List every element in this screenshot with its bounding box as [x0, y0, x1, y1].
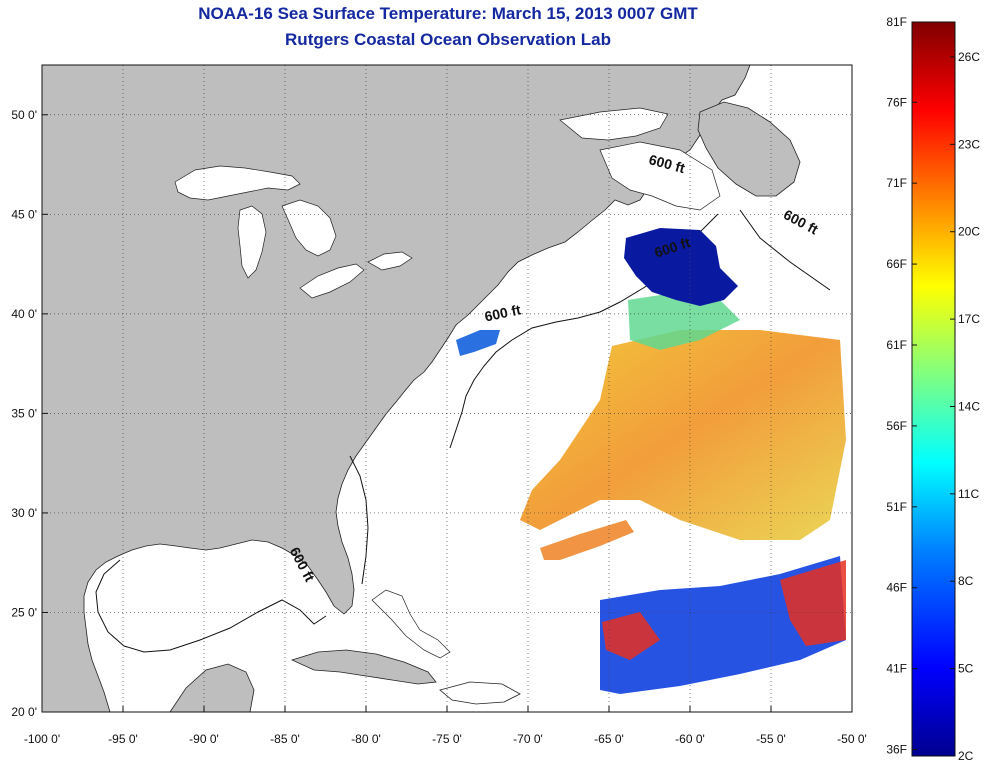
colorbar-c-label: 23C [958, 137, 980, 151]
x-tick-label: -55 0' [756, 732, 786, 746]
colorbar-f-label: 56F [886, 419, 907, 433]
colorbar-f-label: 71F [886, 176, 907, 190]
lake-erie [299, 263, 365, 299]
x-axis-longitude: -100 0' -95 0' -90 0' -85 0' -80 0' -75 0' -70… [24, 706, 867, 746]
y-tick-label: 25 0' [11, 605, 37, 619]
hudson-bay-edge [559, 107, 669, 141]
isobath-label: 600 ft [483, 301, 522, 324]
land-yucatan [169, 663, 255, 712]
isobath-gulf [95, 559, 327, 653]
colorbar-f-label: 51F [886, 500, 907, 514]
colorbar-fahrenheit-labels: 81F 76F 71F 66F 61F 56F 51F 46F 41F 36F [886, 15, 917, 757]
x-tick-label: -95 0' [108, 732, 138, 746]
sst-swath-band [520, 330, 846, 540]
sst-swath-south-warm [602, 560, 846, 660]
x-tick-label: -75 0' [432, 732, 462, 746]
x-tick-label: -100 0' [24, 732, 60, 746]
colorbar-c-label: 14C [958, 399, 980, 413]
colorbar-f-label: 76F [886, 95, 907, 109]
colorbar: 81F 76F 71F 66F 61F 56F 51F 46F 41F 36F 26C 23C 20C… [886, 15, 980, 763]
graticule-grid [42, 65, 852, 712]
colorbar-f-label: 81F [886, 15, 907, 29]
y-tick-label: 35 0' [11, 406, 37, 420]
map-title: NOAA-16 Sea Surface Temperature: March 1… [198, 4, 698, 23]
isobath-florida-atlantic [349, 455, 369, 585]
y-tick-label: 30 0' [11, 506, 37, 520]
x-tick-label: -70 0' [513, 732, 543, 746]
colorbar-f-label: 66F [886, 257, 907, 271]
colorbar-c-label: 17C [958, 312, 980, 326]
colorbar-f-label: 36F [886, 743, 907, 757]
y-tick-label: 50 0' [11, 108, 37, 122]
lake-michigan [237, 205, 267, 279]
land-hispaniola [439, 681, 521, 705]
x-tick-label: -65 0' [594, 732, 624, 746]
colorbar-c-label: 8C [958, 574, 974, 588]
colorbar-c-label: 11C [958, 487, 979, 501]
colorbar-celsius-labels: 26C 23C 20C 17C 14C 11C 8C 5C 2C [950, 50, 980, 763]
sst-swath-coastal-blue [456, 330, 500, 356]
colorbar-gradient [911, 21, 956, 757]
colorbar-c-label: 26C [958, 50, 980, 64]
colorbar-f-label: 46F [886, 581, 907, 595]
y-axis-latitude: 20 0' 25 0' 30 0' 35 0' 40 0' 45 0' 50 0' [11, 108, 48, 719]
x-tick-label: -60 0' [675, 732, 705, 746]
colorbar-c-label: 2C [958, 749, 974, 763]
map-subtitle: Rutgers Coastal Ocean Observation Lab [285, 30, 611, 49]
bahamas-outline [371, 589, 451, 659]
lake-ontario [367, 251, 413, 271]
sst-swath-cold-pool [624, 228, 738, 306]
y-tick-label: 20 0' [11, 705, 37, 719]
x-tick-label: -90 0' [189, 732, 219, 746]
colorbar-c-label: 20C [958, 225, 980, 239]
y-tick-label: 40 0' [11, 307, 37, 321]
x-tick-label: -50 0' [837, 732, 867, 746]
colorbar-c-label: 5C [958, 662, 974, 676]
sst-swath-stripe [540, 520, 634, 560]
colorbar-f-label: 41F [886, 662, 907, 676]
land-cuba [290, 649, 437, 685]
sst-swath-green [628, 292, 740, 350]
lake-superior [174, 165, 301, 201]
land-newfoundland [697, 101, 801, 197]
y-tick-label: 45 0' [11, 207, 37, 221]
x-tick-label: -80 0' [351, 732, 381, 746]
colorbar-f-label: 61F [886, 338, 907, 352]
x-tick-label: -85 0' [270, 732, 300, 746]
land-north-america [42, 65, 751, 712]
